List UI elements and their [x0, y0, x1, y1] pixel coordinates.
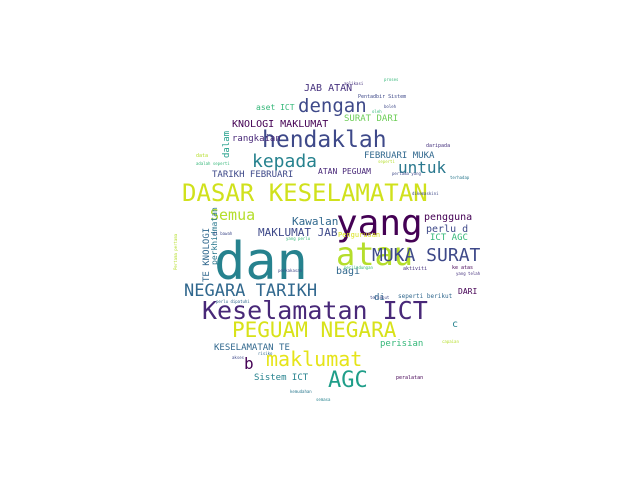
word: perkhidmatan	[210, 207, 219, 265]
word: di	[374, 293, 385, 303]
word: perlindungan	[344, 265, 373, 270]
word: DASAR KESELAMATAN	[182, 179, 428, 207]
word: hendaklah	[262, 127, 387, 153]
word: Keselamatan ICT	[202, 296, 428, 325]
word: PEGUAM NEGARA	[232, 318, 397, 342]
word: Pengurusan	[338, 231, 381, 239]
word: Kawalan	[292, 215, 339, 228]
word: untuk	[398, 158, 447, 177]
word: SURAT DARI	[344, 114, 399, 124]
word: ATAN PEGUAM	[318, 167, 371, 176]
word: Pertama pertama	[173, 233, 178, 270]
word: proses	[384, 77, 399, 82]
word: b	[244, 354, 254, 373]
word: di bawah	[213, 231, 233, 236]
word: ke atas	[452, 265, 474, 271]
word: seperti berikut	[398, 293, 453, 300]
word: maklumat	[266, 347, 363, 371]
word: bagi	[336, 266, 361, 277]
word: peralatan	[396, 375, 424, 381]
word: yang telah	[456, 271, 481, 276]
word: FEBRUARI MUKA	[364, 151, 435, 161]
word: pertama yang	[392, 171, 421, 176]
word: perisian	[380, 339, 424, 349]
word: perlu dipatuhi	[216, 299, 250, 304]
word: dengan	[298, 95, 367, 117]
word: capaian	[442, 339, 459, 344]
word: kepada	[252, 151, 318, 172]
word: MUKA SURAT	[372, 245, 481, 266]
word: boleh	[384, 104, 397, 109]
word: terhadap	[450, 175, 470, 180]
word: atau	[336, 235, 414, 273]
word: aset ICT	[256, 103, 295, 112]
word: yang	[336, 203, 423, 244]
word: dikemaskini	[412, 191, 439, 196]
word: semasa	[316, 397, 331, 402]
word: kemudahan	[290, 389, 312, 394]
word: Sistem ICT	[254, 373, 309, 383]
word: aktiviti	[403, 266, 428, 272]
word: yang perlu	[286, 236, 311, 241]
word: daripada	[426, 143, 451, 149]
word: JAB ATAN	[304, 83, 353, 94]
word: c	[452, 319, 459, 330]
word: risiko	[258, 351, 273, 356]
word: adalah seperti	[196, 161, 230, 166]
word: akses	[232, 355, 245, 360]
word: TARIKH FEBRUARI	[212, 170, 294, 180]
word: seperti	[378, 159, 395, 164]
word: dalam	[222, 130, 232, 158]
word: rangkaian	[232, 134, 281, 144]
word: Semua	[210, 206, 256, 224]
word: tersebut	[370, 295, 390, 300]
word: dan	[214, 232, 308, 292]
word: MAKLUMAT JAB	[258, 226, 338, 239]
word: KESELAMATAN TE	[214, 343, 290, 353]
word: data	[196, 153, 209, 159]
word: AGC	[328, 368, 368, 393]
word: aplikasi	[344, 81, 364, 86]
word: ICT AGC	[430, 233, 468, 243]
word: Pentadbir Sistem	[358, 94, 407, 100]
word: oleh	[372, 109, 382, 114]
word: perkakasan	[278, 268, 303, 273]
word: KNOLOGI MAKLUMAT	[232, 119, 329, 130]
word: DARI	[458, 287, 478, 296]
word: perlu d	[426, 224, 469, 235]
word: NEGARA TARIKH	[184, 281, 318, 301]
word: pengguna	[424, 212, 473, 223]
